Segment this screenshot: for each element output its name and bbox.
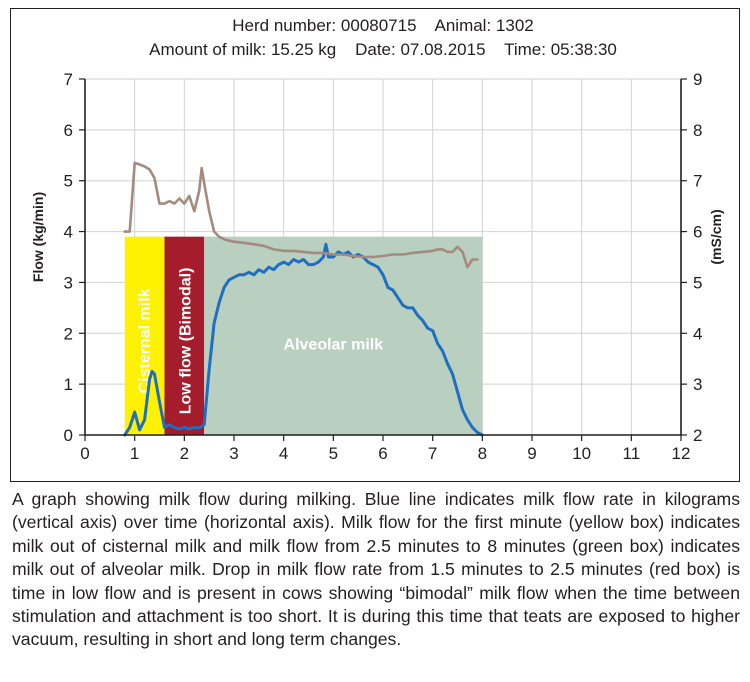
x-tick-label: 12 [672, 444, 691, 463]
x-tick-label: 7 [428, 444, 437, 463]
conductivity-line [123, 161, 479, 269]
y2-tick-label: 4 [693, 324, 702, 343]
x-tick-label: 2 [180, 444, 189, 463]
low-flow-label: Low flow (Bimodal) [177, 268, 194, 415]
y2-axis-title: (mS/cm) [708, 209, 724, 264]
y-tick-label: 4 [64, 223, 73, 242]
y-tick-label: 6 [64, 121, 73, 140]
y-axis-title: Flow (kg/min) [30, 192, 46, 282]
low-flow-box [164, 236, 205, 435]
milk-flow-line [123, 242, 484, 437]
y-tick-label: 0 [64, 426, 73, 445]
x-tick-label: 5 [329, 444, 338, 463]
y-tick-label: 2 [64, 324, 73, 343]
x-tick-label: 11 [623, 444, 641, 463]
y-tick-label: 7 [64, 70, 73, 89]
header-line-1: Herd number: 00080715 Animal: 1302 [232, 16, 533, 35]
x-tick-label: 10 [572, 444, 591, 463]
y2-tick-label: 8 [693, 121, 702, 140]
alveolar-milk-label: Alveolar milk [284, 337, 384, 354]
y2-tick-label: 2 [693, 426, 702, 445]
cisternal-milk-label: Cisternal milk [137, 288, 154, 393]
y2-tick-label: 7 [693, 172, 702, 191]
y2-tick-label: 3 [693, 375, 702, 394]
y-tick-label: 5 [64, 172, 73, 191]
x-tick-label: 3 [229, 444, 238, 463]
x-tick-label: 8 [478, 444, 487, 463]
y2-tick-label: 6 [693, 223, 702, 242]
y-tick-label: 1 [64, 375, 73, 394]
milk-flow-chart: Herd number: 00080715 Animal: 1302 Amoun… [30, 16, 724, 463]
header-line-2: Amount of milk: 15.25 kg Date: 07.08.201… [149, 40, 617, 59]
figure-caption: A graph showing milk flow during milking… [12, 489, 740, 650]
x-tick-label: 6 [378, 444, 387, 463]
x-tick-label: 4 [279, 444, 288, 463]
x-tick-label: 9 [527, 444, 536, 463]
y2-tick-label: 9 [693, 70, 702, 89]
x-tick-label: 0 [80, 444, 89, 463]
y2-tick-label: 5 [693, 273, 702, 292]
chart-frame: Herd number: 00080715 Animal: 1302 Amoun… [10, 8, 740, 482]
x-tick-label: 1 [130, 444, 139, 463]
y-tick-label: 3 [64, 273, 73, 292]
cisternal-milk-box [124, 236, 165, 435]
